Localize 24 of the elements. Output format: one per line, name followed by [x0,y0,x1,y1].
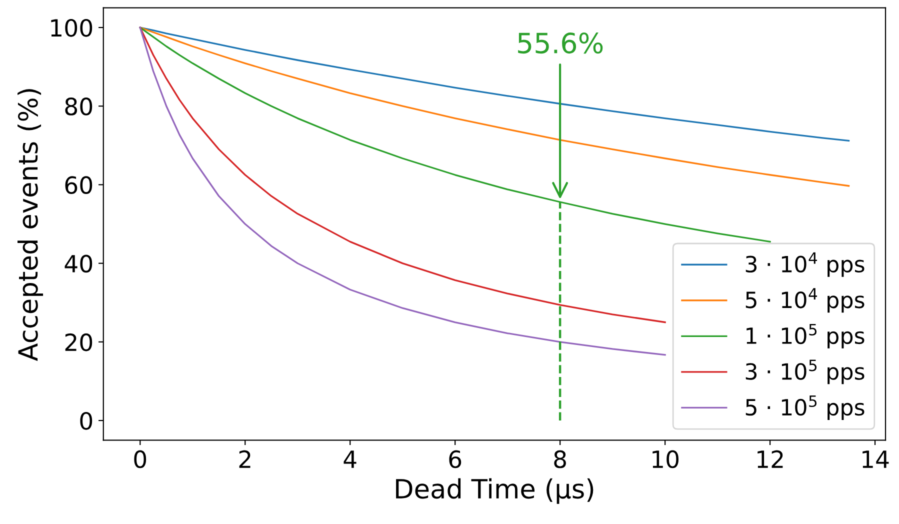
y-tick-label: 100 [51,18,92,37]
legend-label: 1 · 10$^{5}$ pps [746,324,864,348]
legend-label: 3 · 10$^{4}$ pps [746,252,864,277]
x-tick-label: 4 [344,450,356,468]
x-tick-label: 12 [758,450,783,468]
x-tick-label: 10 [652,450,679,468]
x-tick-label: 14 [862,450,889,468]
x-tick-label: 2 [239,450,250,468]
annotation: 55.6% [518,32,603,54]
y-tick-label: 0 [80,412,92,430]
line-series [139,26,850,187]
x-axis-title: Dead Time (µs) [396,478,594,504]
x-tick-label: 8 [554,450,566,468]
y-tick-label: 40 [64,254,92,273]
y-tick-label: 60 [65,176,92,194]
legend-label: 3 · 10$^{5}$ pps [746,360,864,384]
x-tick-label: 0 [134,450,146,468]
legend-label: 5 · 10$^{5}$ pps [746,395,864,420]
line-series [139,26,850,142]
y-tick-label: 80 [65,98,92,116]
x-tick-label: 6 [449,450,462,468]
y-axis-title: Accepted events (%) [18,89,44,361]
y-tick-label: 20 [65,333,92,352]
legend-label: 5 · 10$^{4}$ pps [746,288,864,313]
